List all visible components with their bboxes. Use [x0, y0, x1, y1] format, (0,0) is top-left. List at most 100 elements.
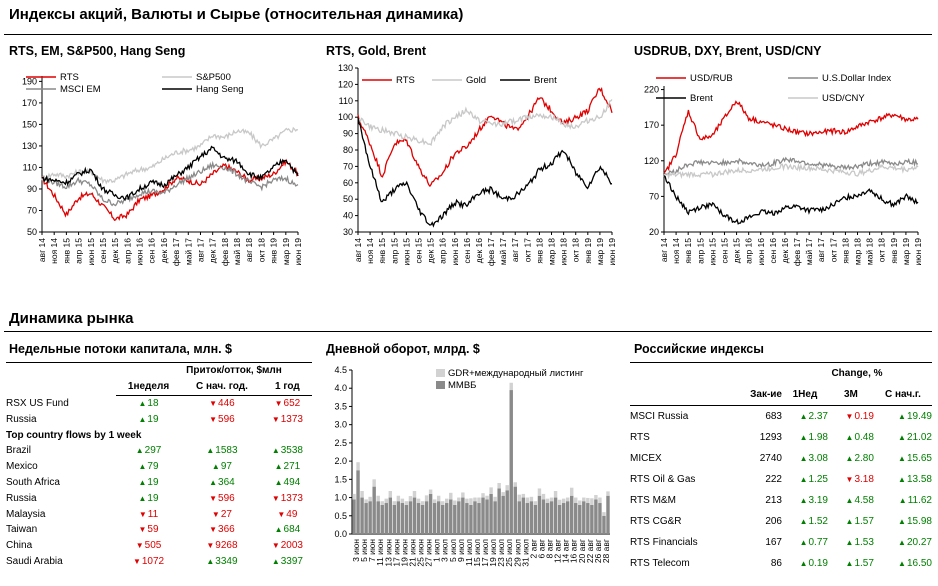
x-tick-label: 12 авг — [553, 539, 563, 563]
indices-table-wrap: Change, % Зак-ие 1Нед 3М С нач.г. MSCI R… — [630, 362, 932, 574]
bar-gdr — [481, 493, 485, 498]
row-value: 1.52 — [782, 511, 827, 532]
row-name: RTS CG&R — [630, 516, 682, 527]
bar-gdr — [408, 496, 413, 502]
table-row: China 50592682003 — [6, 538, 312, 554]
y-tick-label: 60 — [343, 178, 353, 188]
row-name: Mexico — [6, 461, 38, 473]
x-tick-label: мар 18 — [853, 238, 863, 265]
row-value: 1583 — [181, 443, 263, 459]
bar-gdr — [445, 498, 449, 504]
table-row: RTS 12931.980.4821.02 — [630, 427, 932, 448]
bar-mmvb — [432, 503, 437, 534]
row-value: 3538 — [263, 443, 312, 459]
x-tick-label: май 18 — [865, 238, 875, 265]
row-name: Brazil — [6, 445, 32, 457]
bar-mmvb — [578, 504, 582, 534]
bar-mmvb — [561, 503, 566, 534]
row-value: 15.98 — [874, 511, 932, 532]
bar-mmvb — [396, 501, 401, 534]
x-tick-label: авг 14 — [659, 238, 669, 262]
bar-gdr — [553, 490, 558, 498]
chart-3-title: USDRUB, DXY, Brent, USD/CNY — [634, 44, 822, 58]
x-tick-label: 7 июн — [367, 539, 377, 562]
x-tick-label: янв 19 — [889, 238, 899, 264]
x-tick-label: окт 17 — [522, 238, 532, 263]
x-tick-label: 5 июл — [448, 539, 458, 562]
y-tick-label: 0.5 — [334, 511, 347, 521]
row-value: 446 — [181, 395, 263, 411]
table-row: RTS CG&R 2061.521.5715.98 — [630, 511, 932, 532]
x-tick-label: 17 июл — [480, 539, 490, 567]
bar-gdr — [360, 490, 364, 498]
bar-mmvb — [412, 497, 417, 534]
y-tick-label: 70 — [343, 161, 353, 171]
table-row: Taiwan 59366684 — [6, 522, 312, 538]
bar-mmvb — [376, 501, 380, 534]
y-tick-label: 70 — [27, 205, 37, 215]
bar-gdr — [384, 498, 388, 504]
y-tick-label: 190 — [22, 76, 37, 86]
bar-gdr — [457, 497, 461, 502]
x-tick-label: июн 15 — [707, 238, 717, 266]
y-tick-label: 50 — [343, 194, 353, 204]
bar-mmvb — [453, 504, 457, 534]
table-row: RTS M&M 2133.194.5811.62 — [630, 490, 932, 511]
bar-gdr — [578, 500, 582, 505]
row-value: 596 — [181, 490, 263, 506]
row-name: RTS Financials — [630, 537, 698, 548]
bar-mmvb — [436, 501, 441, 534]
bar-mmvb — [481, 497, 485, 534]
bar-gdr — [392, 501, 397, 505]
bar-gdr — [465, 498, 469, 504]
bar-gdr — [497, 482, 501, 489]
row-name: Taiwan — [6, 524, 38, 536]
row-value: 297 — [116, 443, 181, 459]
row-value: 366 — [181, 522, 263, 538]
row-name: RTS — [630, 432, 650, 443]
x-tick-label: апр 16 — [744, 238, 754, 264]
x-tick-label: 11 июл — [464, 539, 474, 566]
bar-mmvb — [537, 495, 542, 534]
bar-gdr — [396, 495, 401, 502]
row-value: 1373 — [263, 411, 312, 427]
row-close: 206 — [765, 516, 782, 527]
x-tick-label: мар 18 — [547, 238, 557, 265]
bar-mmvb — [533, 504, 538, 534]
x-tick-label: авг 17 — [816, 238, 826, 262]
y-tick-label: 4.0 — [334, 383, 347, 393]
x-tick-label: 22 авг — [585, 539, 595, 563]
bar-mmvb — [400, 503, 405, 534]
bar-gdr — [521, 493, 526, 498]
row-value: 1.25 — [782, 469, 827, 490]
row-value: 11.62 — [874, 490, 932, 511]
bar-gdr — [412, 490, 417, 498]
x-tick-label: 21 июн — [407, 539, 417, 567]
bar-mmvb — [408, 501, 413, 534]
y-tick-label: 110 — [23, 162, 37, 172]
x-tick-label: окт 17 — [828, 238, 838, 263]
bar-mmvb — [574, 503, 578, 534]
y-tick-label: 120 — [338, 79, 353, 89]
market-rule — [4, 331, 932, 332]
bar-gdr — [485, 495, 489, 500]
row-name: MSCI Russia — [630, 411, 689, 422]
bar-mmvb — [392, 504, 397, 534]
x-tick-label: дек 15 — [426, 238, 436, 263]
bar-mmvb — [602, 515, 606, 534]
x-tick-label: янв 18 — [840, 238, 850, 264]
y-tick-label: 20 — [649, 227, 659, 237]
row-name: MICEX — [630, 453, 662, 464]
x-tick-label: 20 авг — [577, 539, 587, 563]
bar-mmvb — [549, 501, 554, 534]
x-tick-label: дек 17 — [208, 238, 218, 263]
x-tick-label: 19 июл — [488, 539, 498, 567]
bar-mmvb — [521, 497, 526, 534]
x-tick-label: сен 16 — [768, 238, 778, 264]
table-row: Mexico 7997271 — [6, 459, 312, 475]
y-tick-label: 110 — [339, 96, 353, 106]
x-tick-label: июн 15 — [401, 238, 411, 266]
bar-gdr — [416, 498, 421, 504]
row-name: RTS Telecom — [630, 558, 690, 569]
